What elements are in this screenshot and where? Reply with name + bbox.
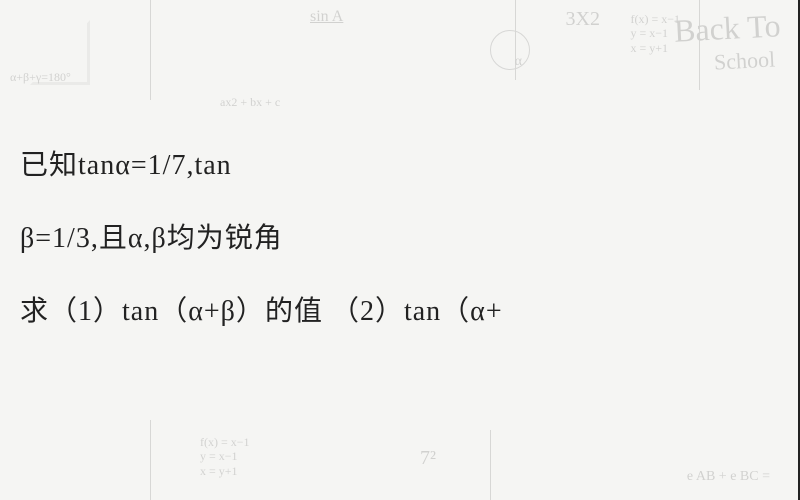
rule-line [515,0,516,80]
triangle-decoration [30,20,90,85]
question-line-2: β=1/3,且α,β均为锐角 [20,203,780,276]
text-part2: 的值 （2） [265,296,404,327]
question-line-1: 已知tanα=1/7,tan [20,130,780,203]
eq-tan-cut: tan（α+ [404,296,503,327]
formula-line: f(x) = x−1 [200,435,250,449]
rule-line [490,430,491,500]
rule-line [699,0,700,90]
angle-sum-formula: α+β+γ=180° [10,70,71,85]
circle-decoration [490,30,530,70]
eq-beta: β=1/3, [20,223,99,254]
alpha-in-circle: α [515,54,522,70]
school-text: School [713,46,775,75]
eq-tan-prefix: tan [194,150,231,181]
formula-line: x = y+1 [200,464,250,478]
triangle-decoration-inner [32,22,87,82]
quadratic-formula: ax2 + bx + c [220,95,280,110]
rule-line [150,0,151,100]
question-line-3: 求（1）tan（α+β）的值 （2）tan（α+ [20,276,780,349]
math-question: 已知tanα=1/7,tan β=1/3,且α,β均为锐角 求（1）tan（α+… [0,130,800,348]
text-part1: 求（1） [20,296,122,327]
text-acute: 且α,β均为锐角 [99,223,283,254]
back-to-text: Back To [673,7,781,50]
rule-line [150,420,151,500]
formula-line: x = y+1 [630,41,680,55]
formula-line: f(x) = x−1 [630,12,680,26]
eq-tan-alpha: tanα=1/7, [78,150,194,181]
vector-equation: e AB + e BC = [687,469,770,485]
seven-squared: 7² [420,447,436,470]
sin-a-label: sin A [310,8,343,26]
fx-formulas-bottom: f(x) = x−1 y = x−1 x = y+1 [200,435,250,478]
three-x-two-label: 3X2 [566,8,600,31]
fx-formulas-top: f(x) = x−1 y = x−1 x = y+1 [630,12,680,55]
text-known: 已知 [20,150,78,181]
formula-line: y = x−1 [200,449,250,463]
formula-line: y = x−1 [630,26,680,40]
eq-tan-sum: tan（α+β） [122,296,265,327]
